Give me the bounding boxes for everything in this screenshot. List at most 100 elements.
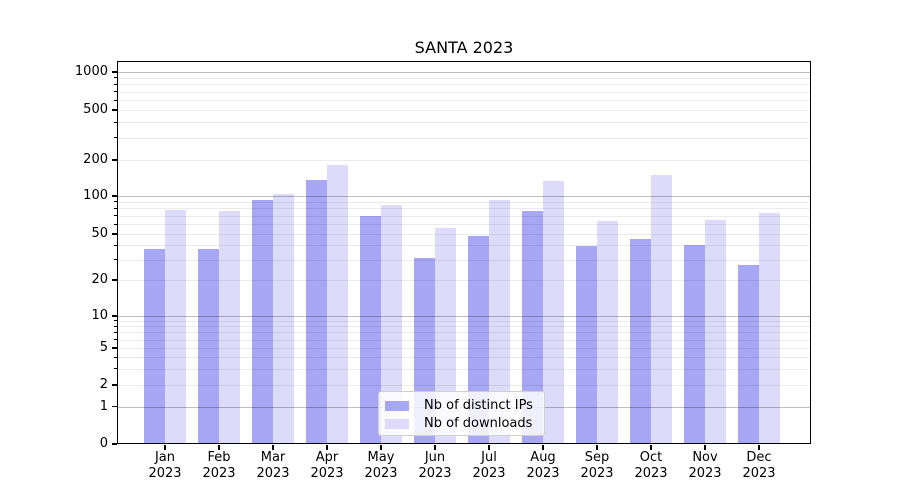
x-tick-label: Jan 2023 [137,450,193,481]
y-minor-tick-mark [114,91,117,93]
x-tick-label: May 2023 [353,450,409,481]
x-tick-mark [758,445,760,450]
gridline-minor [117,137,811,139]
y-tick-mark [112,279,117,281]
x-tick-mark [380,445,382,450]
x-tick-mark [542,445,544,450]
legend-item-distinct-ips: Nb of distinct IPs [385,397,536,415]
x-tick-label: Aug 2023 [515,450,571,481]
y-tick-mark [112,347,117,349]
legend-swatch-distinct-ips [385,401,409,411]
x-tick-label: Mar 2023 [245,450,301,481]
x-tick-label-year: 2023 [526,465,560,481]
legend-item-downloads: Nb of downloads [385,415,536,433]
x-tick-label-year: 2023 [688,465,722,481]
bar-distinct-ips [360,216,381,444]
y-tick-label: 500 [83,102,108,117]
y-tick-label: 1000 [74,64,108,79]
bar-distinct-ips [522,211,543,444]
bar-downloads [597,221,618,444]
x-tick-label-year: 2023 [148,465,182,481]
y-minor-tick-mark [114,331,117,333]
y-minor-tick-mark [114,77,117,79]
x-tick-mark [326,445,328,450]
bar-distinct-ips [738,264,759,444]
y-tick-label: 10 [91,308,108,323]
x-tick-label: Apr 2023 [299,450,355,481]
y-minor-tick-mark [114,201,117,203]
plot-area: Nb of distinct IPs Nb of downloads [117,61,811,444]
y-minor-tick-mark [114,244,117,246]
y-tick-mark [112,233,117,235]
y-tick-mark [112,195,117,197]
x-tick-label-year: 2023 [364,465,398,481]
gridline-minor [117,91,811,93]
x-tick-mark [650,445,652,450]
gridline-minor [117,201,811,203]
y-tick-mark [112,109,117,111]
bar-distinct-ips [252,199,273,444]
y-minor-tick-mark [114,356,117,358]
legend-swatch-downloads [385,419,409,429]
bar-distinct-ips [144,249,165,444]
y-tick-mark [112,159,117,161]
bar-downloads [489,199,510,444]
y-minor-tick-mark [114,121,117,123]
y-tick-label: 100 [83,188,108,203]
bar-downloads [273,194,294,444]
gridline-minor [117,84,811,86]
x-tick-label-year: 2023 [418,465,452,481]
legend: Nb of distinct IPs Nb of downloads [378,391,545,436]
y-minor-tick-mark [114,368,117,370]
y-tick-label: 200 [83,152,108,167]
bar-downloads [435,227,456,444]
y-tick-mark [112,384,117,386]
y-tick-mark [112,315,117,317]
y-tick-mark [112,443,117,445]
y-minor-tick-mark [114,83,117,85]
x-tick-label: Sep 2023 [569,450,625,481]
gridline-minor [117,77,811,79]
x-tick-label-year: 2023 [472,465,506,481]
y-tick-mark [112,71,117,73]
y-tick-label: 1 [99,398,108,414]
x-tick-mark [596,445,598,450]
y-minor-tick-mark [114,320,117,322]
y-minor-tick-mark [114,99,117,101]
x-tick-label: Nov 2023 [677,450,733,481]
y-tick-mark [112,405,117,408]
x-tick-label-year: 2023 [310,465,344,481]
legend-label-distinct-ips: Nb of distinct IPs [424,398,533,413]
y-minor-tick-mark [114,207,117,209]
x-tick-label: Dec 2023 [731,450,787,481]
bar-downloads [759,212,780,444]
bar-downloads [165,209,186,444]
gridline-minor [117,122,811,124]
x-tick-label-year: 2023 [742,465,776,481]
y-minor-tick-mark [114,137,117,139]
y-tick-label: 50 [91,226,108,241]
x-tick-mark [164,445,166,450]
x-tick-label: Jul 2023 [461,450,517,481]
y-minor-tick-mark [114,215,117,217]
gridline-minor [117,100,811,101]
x-tick-mark [704,445,706,450]
gridline-minor [117,110,811,111]
bar-downloads [543,181,564,444]
gridline-minor [117,160,811,161]
bar-downloads [705,220,726,444]
y-minor-tick-mark [114,223,117,225]
bar-distinct-ips [306,179,327,444]
legend-label-downloads: Nb of downloads [424,416,533,431]
x-tick-label: Oct 2023 [623,450,679,481]
x-tick-label: Feb 2023 [191,450,247,481]
y-minor-tick-mark [114,325,117,327]
y-minor-tick-mark [114,339,117,341]
x-tick-mark [218,445,220,450]
x-tick-label-year: 2023 [634,465,668,481]
chart-title: SANTA 2023 [414,38,514,57]
x-tick-label-year: 2023 [580,465,614,481]
bar-downloads [219,211,240,444]
bar-distinct-ips [630,239,651,444]
